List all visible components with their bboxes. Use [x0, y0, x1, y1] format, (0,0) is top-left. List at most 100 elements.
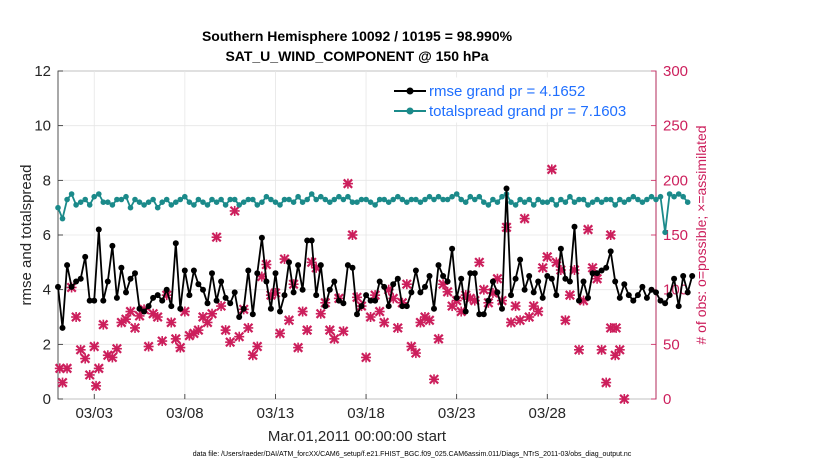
obs-marker [542, 251, 553, 262]
rmse-point [335, 297, 342, 304]
rmse-point [86, 297, 93, 304]
obs-marker [352, 292, 362, 303]
totalspread-point [322, 196, 329, 203]
obs-marker [297, 306, 308, 317]
rmse-point [476, 311, 483, 318]
rmse-point [136, 305, 143, 312]
totalspread-point [657, 193, 664, 200]
totalspread-point [589, 199, 596, 205]
y-tick-label: 2 [43, 336, 51, 353]
rmse-point [666, 292, 673, 299]
y2-tick-label: 150 [663, 227, 688, 244]
totalspread-point [684, 199, 691, 205]
rmse-point [440, 273, 447, 279]
rmse-point [657, 297, 664, 304]
totalspread-point [648, 193, 655, 200]
obs-marker [261, 259, 272, 270]
obs-marker [84, 369, 95, 380]
rmse-point [643, 294, 650, 301]
rmse-point [141, 308, 148, 315]
totalspread-point [127, 204, 134, 211]
totalspread-point [467, 193, 474, 200]
totalspread-point [222, 202, 229, 208]
obs-marker [560, 315, 571, 326]
legend-rmse-marker [406, 87, 414, 95]
totalspread-point [182, 193, 188, 200]
totalspread-point [617, 196, 623, 203]
totalspread-point [630, 193, 637, 200]
totalspread-point [331, 196, 338, 203]
rmse-point [123, 289, 129, 296]
totalspread-point [354, 199, 360, 205]
rmse-point [671, 275, 678, 282]
rmse-point [508, 292, 514, 299]
obs-marker [111, 343, 122, 354]
rmse-point [526, 273, 533, 279]
rmse-point [580, 278, 587, 285]
rmse-point [639, 283, 646, 290]
rmse-point [299, 286, 306, 293]
totalspread-point [123, 193, 129, 200]
rmse-point [403, 303, 410, 310]
rmse-point [435, 262, 442, 269]
totalspread-point [431, 196, 437, 203]
totalspread-point [168, 202, 175, 208]
totalspread-point [236, 202, 242, 208]
totalspread-point [680, 193, 686, 200]
totalspread-series [55, 191, 691, 236]
rmse-point [512, 275, 519, 282]
totalspread-point [435, 193, 442, 200]
totalspread-point [259, 199, 265, 205]
obs-marker [54, 363, 65, 374]
rmse-point [82, 253, 89, 260]
y2-tick-label: 50 [663, 336, 680, 353]
obs-marker [596, 344, 607, 355]
totalspread-point [299, 199, 306, 205]
obs-marker [619, 394, 630, 404]
rmse-point [113, 294, 120, 301]
totalspread-point [381, 196, 388, 203]
totalspread-point [635, 196, 641, 203]
rmse-point [594, 270, 601, 277]
obs-marker [546, 164, 557, 175]
totalspread-point [367, 199, 374, 205]
y-tick-label: 6 [43, 227, 51, 244]
y-tick-label: 10 [34, 118, 51, 135]
totalspread-point [644, 196, 650, 203]
rmse-point [390, 281, 397, 288]
totalspread-point [318, 193, 324, 200]
rmse-point [612, 278, 619, 285]
rmse-point [154, 292, 161, 299]
obs-marker [75, 344, 86, 355]
totalspread-point [277, 202, 283, 208]
obs-marker [220, 325, 231, 336]
rmse-point [499, 305, 505, 312]
rmse-point [317, 262, 324, 269]
rmse-point [485, 297, 492, 304]
rmse-point [412, 267, 419, 274]
totalspread-point [173, 199, 179, 205]
totalspread-point [662, 229, 668, 236]
totalspread-point [209, 196, 215, 203]
obs-marker [166, 317, 177, 328]
obs-marker [229, 205, 240, 216]
totalspread-point [598, 199, 605, 205]
y-tick-label: 0 [43, 391, 51, 408]
obs-marker [592, 273, 603, 284]
totalspread-point [227, 196, 233, 203]
rmse-point [585, 294, 591, 301]
obs-marker [252, 341, 263, 352]
totalspread-point [109, 202, 116, 208]
rmse-point [557, 245, 564, 252]
rmse-point [566, 278, 573, 285]
totalspread-point [177, 196, 184, 203]
obs-marker [379, 317, 390, 328]
rmse-point [471, 270, 478, 277]
totalspread-point [150, 196, 156, 203]
rmse-point [213, 297, 220, 304]
rmse-point [376, 278, 383, 285]
rmse-series [55, 185, 696, 331]
totalspread-point [59, 215, 66, 222]
totalspread-point [186, 199, 193, 205]
